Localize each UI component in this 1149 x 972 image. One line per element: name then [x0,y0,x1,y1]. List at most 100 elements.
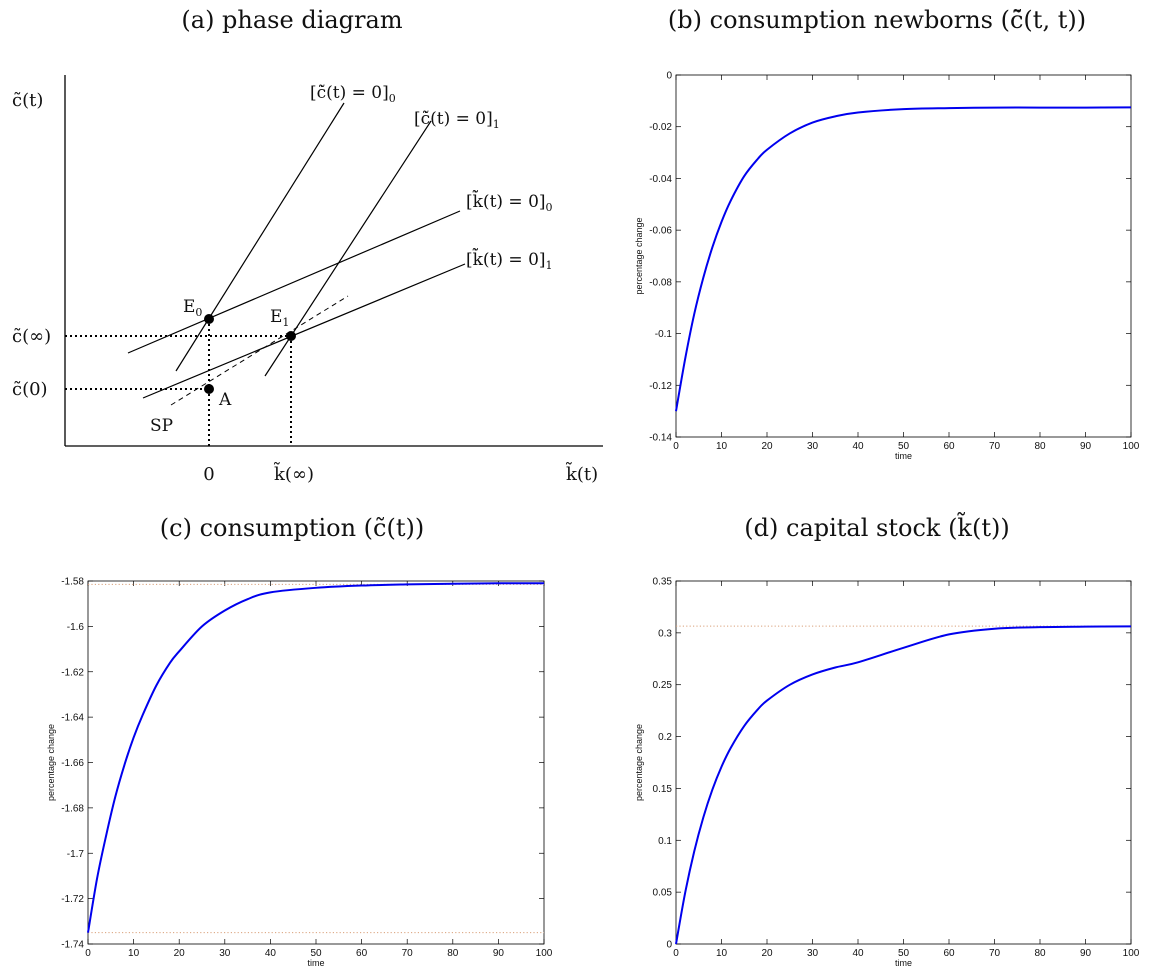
phase-x-label: k̃(t) [565,462,598,485]
x-tick-label: 80 [1034,948,1046,959]
phase-ytick-cinf: c̃(∞) [12,326,51,347]
y-axis-label: percentage change [46,724,56,801]
label-e1: E1 [270,307,289,329]
x-tick-label: 0 [85,948,91,959]
x-tick-label: 80 [1034,441,1046,452]
y-tick-label: -1.74 [61,940,84,951]
y-tick-label: 0.3 [658,628,672,639]
x-tick-label: 20 [174,948,186,959]
y-tick-label: -0.14 [649,433,672,444]
y-tick-label: -1.72 [61,894,84,905]
y-tick-label: 0.25 [653,680,673,691]
x-tick-label: 70 [989,948,1001,959]
chart-capital-stock: 0 10 20 30 40 50 60 70 80 90 100 0 0.05 0.1 0.15 0.2 0.2… [634,577,1140,969]
x-tick-label: 100 [1123,441,1140,452]
x-tick-label: 0 [673,441,679,452]
phase-diagram: c̃(t) k̃(t) c̃(∞) c̃(0) 0 k̃(∞) [c̃̇(t) … [12,75,603,485]
label-kdot1: [k̃̇(t) = 0]1 [466,248,553,272]
x-tick-label: 90 [1080,441,1092,452]
panel-b-title: (b) consumption newborns (c̃̄(t, t)) [668,6,1086,34]
y-tick-label: 0.35 [653,577,673,588]
kdot1-locus [142,263,466,399]
series-line [675,106,1132,412]
x-tick-label: 40 [852,441,864,452]
x-tick-label: 20 [761,948,773,959]
x-tick-label: 100 [536,948,553,959]
x-tick-label: 30 [807,948,819,959]
x-tick-label: 50 [898,948,910,959]
x-tick-label: 30 [807,441,819,452]
phase-xtick-kinf: k̃(∞) [273,462,314,485]
x-tick-label: 50 [898,441,910,452]
y-tick-label: -1.6 [67,622,85,633]
label-sp: SP [150,416,173,436]
x-tick-label: 40 [265,948,277,959]
cdot0-locus [175,102,345,372]
x-tick-label: 40 [852,948,864,959]
y-tick-label: 0.1 [658,836,672,847]
x-axis-label: time [895,451,912,461]
kdot0-locus [127,210,461,354]
y-tick-label: -0.08 [649,277,672,288]
y-tick-label: -1.62 [61,667,84,678]
x-axis-label: time [307,958,324,968]
chart-newborn-consumption: 0 10 20 30 40 50 60 70 80 90 100 -0.14 -0.12 -0.1 -0.0… [634,71,1140,462]
plot-frame [675,74,1132,438]
y-axis-label: percentage change [634,724,644,801]
point-e0 [204,314,214,324]
y-tick-label: 0.15 [653,784,673,795]
y-tick-label: -1.66 [61,758,84,769]
x-tick-label: 60 [356,948,368,959]
x-tick-label: 30 [219,948,231,959]
x-tick-label: 90 [493,948,505,959]
y-tick-label: -1.64 [61,713,84,724]
x-tick-label: 20 [761,441,773,452]
x-tick-label: 80 [447,948,459,959]
phase-xtick-0: 0 [203,464,214,485]
phase-guides [65,319,292,446]
x-tick-label: 0 [673,948,679,959]
panel-c-title: (c) consumption (c̃(t)) [160,514,424,542]
x-tick-label: 70 [989,441,1001,452]
plot-frame [675,580,1132,945]
y-tick-label: 0 [666,71,672,82]
x-tick-label: 70 [402,948,414,959]
y-tick-label: -1.58 [61,577,84,588]
x-tick-label: 10 [716,441,728,452]
panel-a-title: (a) phase diagram [181,6,402,34]
phase-ytick-c0: c̃(0) [12,379,48,400]
saddle-path [170,295,349,406]
point-e1 [286,331,296,341]
x-tick-label: 10 [716,948,728,959]
x-tick-label: 10 [128,948,140,959]
x-tick-label: 100 [1123,948,1140,959]
series-line [675,625,1132,945]
label-cdot1: [c̃̇(t) = 0]1 [414,109,500,131]
point-a [204,384,214,394]
label-e0: E0 [183,297,202,319]
y-tick-label: -0.1 [655,329,673,340]
y-tick-label: 0.05 [653,888,673,899]
label-kdot0: [k̃̇(t) = 0]0 [466,190,553,214]
chart-consumption: 0 10 20 30 40 50 60 70 80 90 100 -1.74 -1.72 -1.7 -1.6… [46,577,553,969]
x-tick-label: 50 [310,948,322,959]
label-a: A [218,390,232,410]
y-tick-label: -0.04 [649,174,672,185]
x-tick-label: 60 [943,948,955,959]
panel-d-title: (d) capital stock (k̃(t)) [744,511,1009,542]
series-line [87,582,545,933]
x-axis-label: time [895,958,912,968]
y-tick-label: -1.7 [67,849,85,860]
y-tick-label: -0.06 [649,226,672,237]
y-tick-label: -0.02 [649,122,672,133]
y-tick-label: 0 [666,940,672,951]
label-cdot0: [c̃̇(t) = 0]0 [310,83,396,105]
y-tick-label: 0.2 [658,732,672,743]
x-tick-label: 90 [1080,948,1092,959]
x-tick-label: 60 [943,441,955,452]
phase-y-label: c̃(t) [12,90,43,111]
y-axis-label: percentage change [634,217,644,294]
y-tick-label: -1.68 [61,803,84,814]
y-tick-label: -0.12 [649,381,672,392]
